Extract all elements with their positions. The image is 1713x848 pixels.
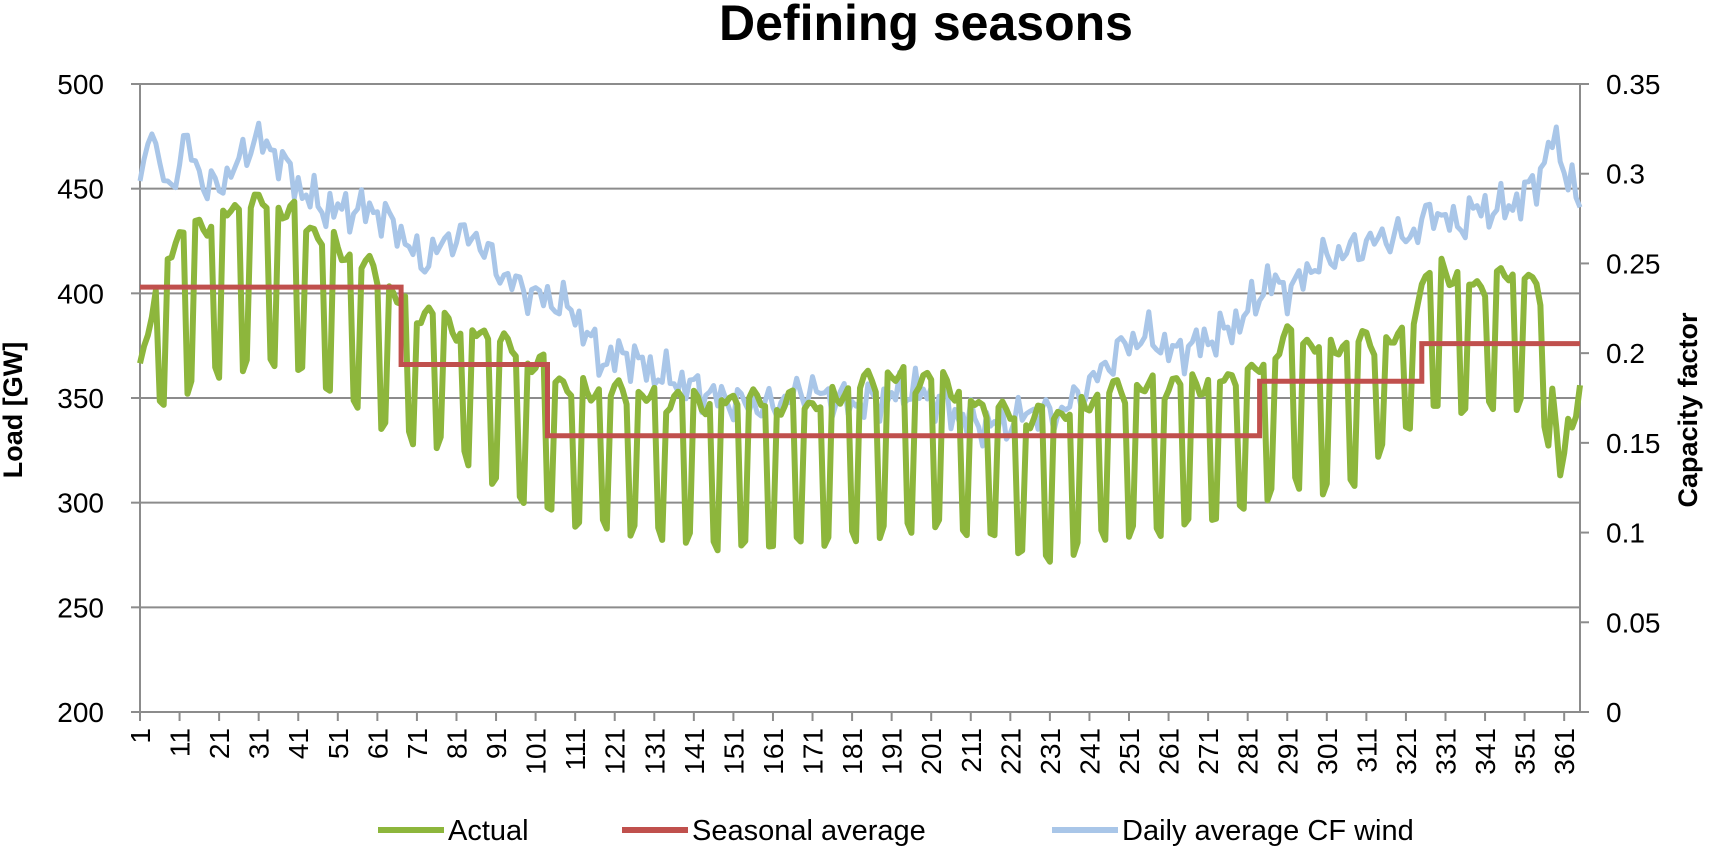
y-tick-label: 350 [57, 383, 104, 414]
x-tick-label: 321 [1391, 728, 1422, 775]
x-tick-label: 121 [600, 728, 631, 775]
y-tick-label: 300 [57, 488, 104, 519]
y-axis-ticks: 200 250 300 350 400 450 500 [57, 69, 140, 728]
legend-item-wind-cf: Daily average CF wind [1052, 815, 1414, 847]
y2-tick-label: 0 [1606, 697, 1622, 728]
legend: Actual Seasonal average Daily average CF w… [378, 815, 1414, 847]
y-tick-label: 200 [57, 697, 104, 728]
legend-label: Daily average CF wind [1122, 815, 1414, 847]
x-tick-label: 181 [837, 728, 868, 775]
x-tick-label: 91 [481, 728, 512, 759]
x-tick-label: 11 [165, 728, 196, 757]
y2-tick-label: 0.05 [1606, 607, 1661, 638]
x-tick-label: 1 [125, 728, 156, 744]
y-tick-label: 500 [57, 69, 104, 100]
x-tick-label: 161 [758, 728, 789, 775]
y2-tick-label: 0.25 [1606, 248, 1661, 279]
x-tick-label: 191 [877, 728, 908, 775]
x-tick-label: 141 [679, 728, 710, 775]
gridlines [140, 83, 1580, 609]
x-tick-label: 301 [1312, 728, 1343, 775]
series-actual-load-line [137, 191, 1583, 565]
series-seasonal-average-line [140, 284, 1580, 439]
y2-tick-label: 0.3 [1606, 159, 1645, 190]
x-tick-label: 61 [362, 728, 393, 759]
y-axis-title: Load [GW] [0, 342, 28, 478]
x-axis-ticks: 1 11 21 31 41 51 61 71 81 91 101 111 121 131 141 151 161… [125, 712, 1580, 775]
x-tick-label: 51 [323, 728, 354, 759]
x-tick-label: 31 [244, 728, 275, 759]
chart-title: Defining seasons [719, 0, 1133, 51]
y2-tick-label: 0.15 [1606, 428, 1661, 459]
series-group [137, 120, 1583, 565]
legend-item-actual: Actual [378, 815, 529, 847]
y2-axis-ticks: 0 0.05 0.1 0.15 0.2 0.25 0.3 0.35 [1580, 69, 1661, 728]
x-tick-label: 131 [639, 728, 670, 775]
legend-item-seasonal-average: Seasonal average [622, 815, 926, 847]
y-tick-label: 450 [57, 174, 104, 205]
y2-axis-title: Capacity factor [1673, 312, 1703, 508]
x-tick-label: 251 [1114, 728, 1145, 775]
x-tick-label: 331 [1430, 728, 1461, 775]
x-tick-label: 361 [1549, 728, 1580, 775]
x-tick-label: 71 [402, 728, 433, 759]
x-tick-label: 241 [1074, 728, 1105, 775]
x-tick-label: 111 [560, 728, 591, 771]
x-tick-label: 261 [1154, 728, 1185, 775]
legend-label: Actual [448, 815, 529, 847]
y2-tick-label: 0.2 [1606, 338, 1645, 369]
x-tick-label: 211 [956, 728, 987, 773]
x-tick-label: 231 [1035, 728, 1066, 775]
x-tick-label: 171 [798, 728, 829, 775]
y-tick-label: 400 [57, 278, 104, 309]
x-tick-label: 221 [995, 728, 1026, 775]
x-tick-label: 341 [1470, 728, 1501, 775]
y2-tick-label: 0.1 [1606, 518, 1645, 549]
y2-tick-label: 0.35 [1606, 69, 1661, 100]
x-tick-label: 281 [1233, 728, 1264, 775]
x-tick-label: 81 [441, 728, 472, 759]
x-tick-label: 101 [521, 728, 552, 775]
y-tick-label: 250 [57, 592, 104, 623]
x-tick-label: 41 [283, 728, 314, 759]
x-tick-label: 201 [916, 728, 947, 775]
legend-label: Seasonal average [692, 815, 926, 847]
x-tick-label: 291 [1272, 728, 1303, 775]
x-tick-label: 21 [204, 728, 235, 759]
x-tick-label: 151 [718, 728, 749, 775]
x-tick-label: 351 [1510, 728, 1541, 775]
x-tick-label: 271 [1193, 728, 1224, 775]
x-tick-label: 311 [1351, 728, 1382, 773]
